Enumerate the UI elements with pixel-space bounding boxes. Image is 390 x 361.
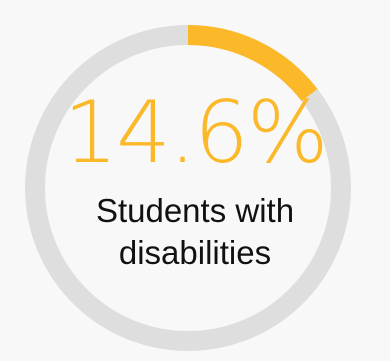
donut-value-arc [25, 25, 351, 351]
percentage-value: 14.6% [63, 83, 328, 183]
chart-label-line-1: Students with [95, 192, 295, 229]
chart-label-line-2: disabilities [118, 234, 272, 271]
chart-label: Students with disabilities [0, 190, 390, 274]
